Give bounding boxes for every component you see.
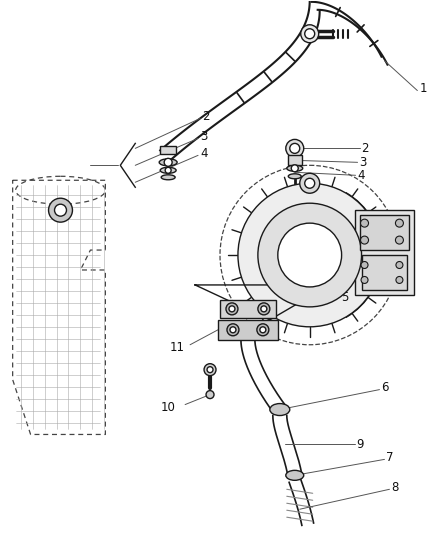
- Circle shape: [54, 204, 67, 216]
- Circle shape: [396, 236, 403, 244]
- Bar: [360, 215, 410, 250]
- Text: 2: 2: [361, 142, 369, 155]
- Circle shape: [206, 391, 214, 399]
- Ellipse shape: [288, 174, 301, 179]
- Circle shape: [396, 262, 403, 269]
- Bar: [361, 255, 407, 290]
- Circle shape: [361, 262, 368, 269]
- Text: 3: 3: [200, 130, 208, 143]
- Ellipse shape: [286, 470, 304, 480]
- Circle shape: [165, 167, 171, 173]
- Circle shape: [300, 173, 320, 193]
- Text: 4: 4: [200, 147, 208, 160]
- Text: 4: 4: [357, 169, 365, 182]
- Text: 5: 5: [342, 292, 349, 304]
- Circle shape: [360, 236, 368, 244]
- Circle shape: [164, 158, 172, 166]
- Ellipse shape: [160, 167, 176, 173]
- Text: 11: 11: [170, 341, 185, 354]
- Text: 7: 7: [386, 451, 394, 464]
- Circle shape: [258, 203, 361, 307]
- Ellipse shape: [270, 403, 290, 416]
- Circle shape: [361, 277, 368, 284]
- Text: 9: 9: [357, 438, 364, 451]
- Text: 1: 1: [419, 82, 427, 95]
- Bar: [355, 210, 414, 295]
- Text: 8: 8: [392, 481, 399, 494]
- Bar: [220, 300, 276, 318]
- Circle shape: [230, 327, 236, 333]
- Circle shape: [278, 223, 342, 287]
- Circle shape: [257, 324, 269, 336]
- Circle shape: [286, 140, 304, 157]
- Circle shape: [396, 219, 403, 227]
- Circle shape: [291, 165, 298, 172]
- Bar: [288, 155, 302, 165]
- Text: 6: 6: [381, 381, 389, 394]
- Bar: [218, 320, 278, 340]
- Bar: [160, 147, 176, 155]
- Ellipse shape: [159, 159, 177, 166]
- Text: 3: 3: [360, 156, 367, 169]
- Text: 10: 10: [160, 401, 175, 414]
- Text: 2: 2: [202, 110, 209, 123]
- Circle shape: [207, 367, 213, 373]
- Circle shape: [227, 324, 239, 336]
- Circle shape: [238, 183, 381, 327]
- Circle shape: [290, 143, 300, 154]
- Ellipse shape: [287, 165, 303, 171]
- Circle shape: [49, 198, 72, 222]
- Circle shape: [301, 25, 319, 43]
- Circle shape: [226, 303, 238, 315]
- Circle shape: [204, 364, 216, 376]
- Circle shape: [305, 178, 314, 188]
- Circle shape: [229, 306, 235, 312]
- Circle shape: [360, 219, 368, 227]
- Circle shape: [258, 303, 270, 315]
- Ellipse shape: [161, 175, 175, 180]
- Circle shape: [260, 327, 266, 333]
- Circle shape: [305, 29, 314, 39]
- Circle shape: [261, 306, 267, 312]
- Circle shape: [396, 277, 403, 284]
